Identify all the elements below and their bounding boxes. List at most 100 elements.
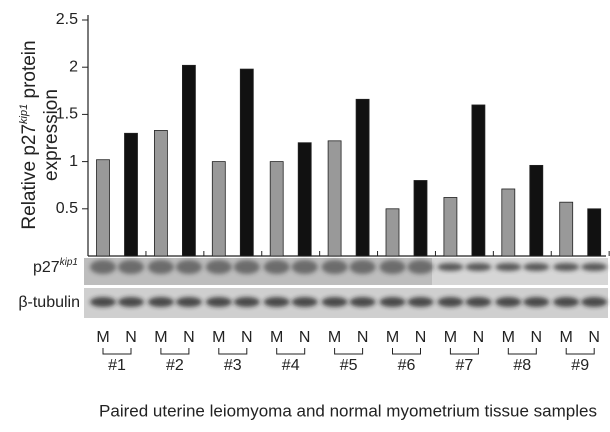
- bar: [472, 105, 485, 256]
- lane-label: M: [270, 329, 283, 346]
- blot-band: [437, 297, 463, 307]
- blot-band: [206, 297, 232, 307]
- blot-band: [176, 260, 202, 274]
- lane-label: N: [588, 329, 600, 346]
- x-tick-label: #7: [456, 357, 474, 374]
- x-tick-label: #9: [571, 357, 589, 374]
- blot-row: [432, 258, 608, 285]
- bar: [328, 141, 341, 256]
- blot-band: [206, 260, 232, 274]
- bar: [270, 162, 283, 256]
- lane-label: N: [241, 329, 253, 346]
- blot-band: [118, 260, 144, 274]
- bar: [386, 209, 399, 256]
- x-tick-label: #1: [108, 357, 126, 374]
- blot-band: [176, 297, 202, 307]
- pair-bracket: [450, 348, 478, 354]
- lane-label: M: [328, 329, 341, 346]
- lane-label: M: [560, 329, 573, 346]
- blot-band: [380, 260, 406, 274]
- lane-label: M: [96, 329, 109, 346]
- x-tick-label: #8: [513, 357, 531, 374]
- pair-bracket: [219, 348, 247, 354]
- blot-band: [292, 260, 318, 274]
- y-tick-label: 1.5: [56, 106, 78, 123]
- blot-band: [322, 260, 348, 274]
- blot-band: [234, 297, 260, 307]
- bar: [182, 65, 195, 256]
- x-tick-label: #5: [340, 357, 358, 374]
- pair-bracket: [393, 348, 421, 354]
- bar: [530, 165, 543, 256]
- blot-band: [264, 260, 290, 274]
- bar: [414, 180, 427, 256]
- y-title-sup: kip1: [18, 104, 30, 124]
- blot-band: [408, 260, 434, 274]
- y-title-part: Relative p27: [19, 124, 40, 230]
- bar: [298, 143, 311, 256]
- y-tick-label: 2: [69, 58, 78, 75]
- lane-label: N: [357, 329, 369, 346]
- pair-bracket: [161, 348, 189, 354]
- blot-band: [350, 260, 376, 274]
- blot-band: [553, 263, 579, 271]
- lane-label: N: [299, 329, 311, 346]
- y-title-part: protein: [19, 40, 40, 103]
- lane-label: N: [531, 329, 543, 346]
- blot-label: p27kip1: [33, 257, 78, 277]
- y-tick-label: 2.5: [56, 11, 78, 28]
- lane-label: M: [154, 329, 167, 346]
- blot-band: [523, 263, 549, 271]
- pair-bracket: [508, 348, 536, 354]
- blot-label-part: p27: [33, 259, 60, 276]
- lane-label: M: [212, 329, 225, 346]
- lane-label: M: [444, 329, 457, 346]
- bar: [212, 162, 225, 256]
- blot-band: [90, 297, 116, 307]
- blot-band: [148, 260, 174, 274]
- pair-bracket: [335, 348, 363, 354]
- pair-bracket: [566, 348, 594, 354]
- lane-label: M: [502, 329, 515, 346]
- bar: [502, 189, 515, 256]
- y-axis-title-line2: expression: [41, 89, 62, 181]
- blot-band: [380, 297, 406, 307]
- x-tick-label: #6: [398, 357, 416, 374]
- blot-band: [437, 263, 463, 271]
- lane-label: N: [473, 329, 485, 346]
- lane-label: N: [415, 329, 427, 346]
- pair-bracket: [103, 348, 131, 354]
- blot-band: [495, 297, 521, 307]
- blot-band: [264, 297, 290, 307]
- blot-band: [292, 297, 318, 307]
- blot-band: [322, 297, 348, 307]
- blot-band: [90, 260, 116, 274]
- blot-band: [581, 297, 607, 307]
- blot-band: [350, 297, 376, 307]
- bar: [356, 99, 369, 256]
- x-axis-title: Paired uterine leiomyoma and normal myom…: [99, 401, 597, 420]
- bar: [588, 209, 601, 256]
- x-tick-label: #2: [166, 357, 184, 374]
- y-axis-title: Relative p27kip1 protein: [18, 40, 40, 229]
- blot-band: [234, 260, 260, 274]
- lane-label: N: [183, 329, 195, 346]
- figure: Relative p27kip1 protein expression p27k…: [0, 0, 610, 432]
- bar: [240, 69, 253, 256]
- blot-label: β-tubulin: [18, 294, 80, 311]
- blot-band: [523, 297, 549, 307]
- blot-band: [465, 263, 491, 271]
- blot-band: [465, 297, 491, 307]
- y-tick-label: 0.5: [56, 200, 78, 217]
- x-tick-label: #4: [282, 357, 300, 374]
- lane-label: N: [125, 329, 137, 346]
- bar: [560, 202, 573, 256]
- pair-bracket: [277, 348, 305, 354]
- lane-label: M: [386, 329, 399, 346]
- y-tick-label: 1: [69, 153, 78, 170]
- blot-band: [553, 297, 579, 307]
- blot-band: [118, 297, 144, 307]
- blot-label-sup: kip1: [60, 257, 78, 268]
- blot-band: [408, 297, 434, 307]
- blot-band: [581, 263, 607, 271]
